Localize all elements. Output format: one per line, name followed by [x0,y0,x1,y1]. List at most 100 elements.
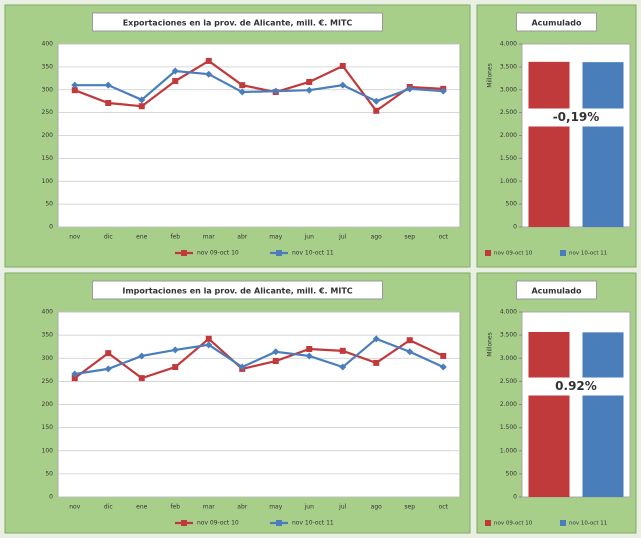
marker [172,364,179,371]
y-tick-label: 300 [42,355,54,362]
chart-title: Acumulado [531,19,582,28]
marker [71,87,78,94]
legend-marker [181,520,187,526]
y-tick-label: 1.000 [500,447,517,454]
legend-marker [181,250,187,256]
marker [71,370,79,378]
y-tick-label: 3.500 [500,63,517,70]
x-tick-label: jun [304,234,314,241]
x-tick-label: jul [338,504,346,511]
marker [205,57,212,64]
title-box [516,12,597,32]
chart-title: Importaciones en la prov. de Alicante, m… [122,287,352,296]
marker [138,375,145,382]
y-tick-label: 350 [42,332,54,339]
x-tick-label: feb [170,504,180,511]
marker [406,85,414,93]
legend-label: nov 10-oct 11 [292,250,334,257]
bar [582,332,624,497]
y-tick-label: 400 [42,309,54,316]
x-tick-label: oct [439,504,449,511]
legend-label: nov 10-oct 11 [569,521,607,527]
marker [205,335,212,342]
chart-title: Exportaciones en la prov. de Alicante, m… [123,19,353,28]
marker [373,359,380,366]
bar [528,331,570,497]
legend-label: nov 09-oct 10 [197,250,239,257]
title-box [92,280,383,300]
legend-label: nov 09-oct 10 [494,251,533,257]
y-axis-label: Millones [487,332,494,356]
x-tick-label: jul [338,234,346,241]
marker [339,363,347,371]
legend-swatch [485,250,491,256]
legend-marker [276,520,282,526]
y-tick-label: 3.000 [500,86,517,93]
y-tick-label: 2.000 [500,132,517,139]
y-tick-label: 2.500 [500,109,517,116]
marker [439,363,447,371]
legend-swatch [560,520,566,526]
y-tick-label: 2.000 [500,401,517,408]
marker [406,348,414,356]
marker [372,97,380,105]
title-box [92,12,383,32]
x-tick-label: dic [104,234,113,241]
y-tick-label: 0 [513,494,517,501]
chart-title: Acumulado [531,287,582,296]
marker [172,78,179,85]
legend-label: nov 09-oct 10 [197,520,239,527]
x-tick-label: ene [136,234,147,241]
y-tick-label: 2.500 [500,378,517,385]
x-tick-label: ago [371,504,382,511]
marker [406,337,413,344]
legend-label: nov 10-oct 11 [292,520,334,527]
y-tick-label: 3.000 [500,355,517,362]
x-tick-label: oct [439,234,449,241]
y-tick-label: 250 [42,109,54,116]
marker [439,87,447,95]
x-tick-label: abr [237,504,247,511]
y-tick-label: 250 [42,378,54,385]
y-tick-label: 0 [49,224,53,231]
y-tick-label: 4.000 [500,309,517,316]
legend-marker [276,250,282,256]
y-tick-label: 50 [45,201,53,208]
y-tick-label: 3.500 [500,332,517,339]
x-tick-label: feb [170,234,180,241]
marker [239,82,246,89]
x-tick-label: ago [371,234,382,241]
marker [138,96,146,104]
y-tick-label: 0 [513,224,517,231]
marker [373,107,380,114]
legend-label: nov 10-oct 11 [569,251,607,257]
marker [105,100,112,107]
y-tick-label: 150 [42,424,54,431]
marker [104,81,112,89]
marker [306,346,313,352]
y-tick-label: 500 [506,470,518,477]
marker [105,350,112,357]
x-tick-label: dic [104,504,113,511]
marker [306,78,313,85]
marker [104,365,112,373]
marker [238,363,246,371]
y-tick-label: 1.000 [500,178,517,185]
marker [272,348,280,356]
marker [339,62,346,69]
marker [305,86,313,94]
y-tick-label: 0 [49,494,53,501]
y-tick-label: 100 [42,178,54,185]
marker [339,81,347,89]
annotation-box [528,108,624,127]
marker [339,347,346,354]
annotation: -0,19% [553,110,600,124]
x-tick-label: ene [136,504,147,511]
marker [272,358,279,365]
x-tick-label: nov [69,504,80,511]
marker [205,341,213,349]
marker [272,87,280,95]
marker [71,375,78,382]
marker [138,103,145,110]
